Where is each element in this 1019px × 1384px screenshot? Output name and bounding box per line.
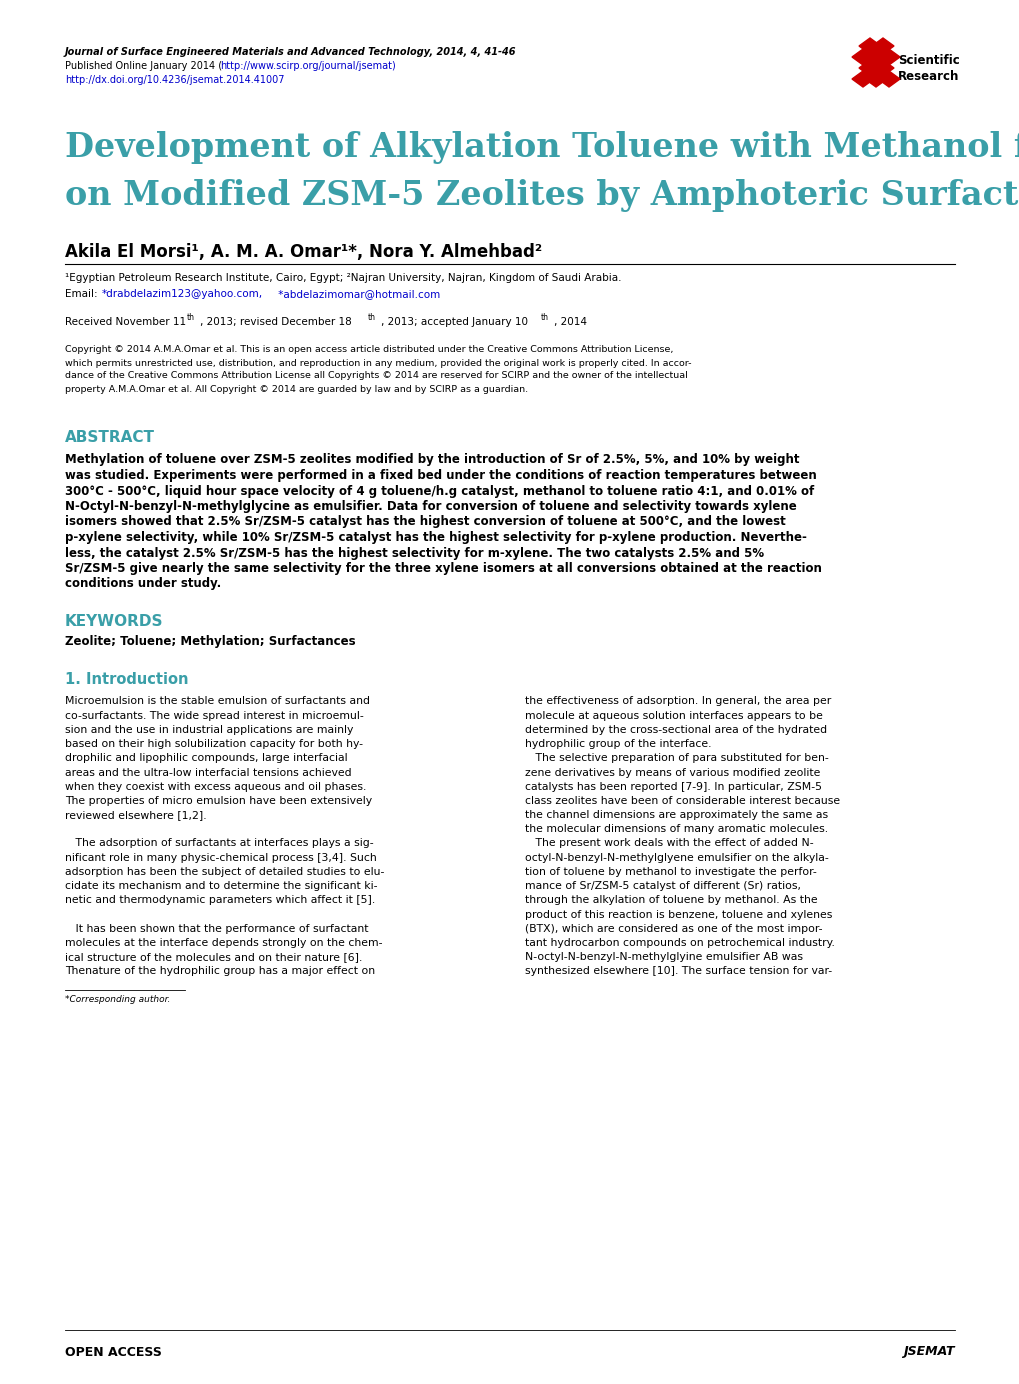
Text: N-octyl-N-benzyl-N-methylglyine emulsifier AB was: N-octyl-N-benzyl-N-methylglyine emulsifi… bbox=[525, 952, 802, 962]
Text: was studied. Experiments were performed in a fixed bed under the conditions of r: was studied. Experiments were performed … bbox=[65, 469, 816, 482]
Text: ¹Egyptian Petroleum Research Institute, Cairo, Egypt; ²Najran University, Najran: ¹Egyptian Petroleum Research Institute, … bbox=[65, 273, 621, 282]
Polygon shape bbox=[858, 60, 880, 76]
Text: the molecular dimensions of many aromatic molecules.: the molecular dimensions of many aromati… bbox=[525, 825, 827, 835]
Text: Akila El Morsi¹, A. M. A. Omar¹*, Nora Y. Almehbad²: Akila El Morsi¹, A. M. A. Omar¹*, Nora Y… bbox=[65, 244, 541, 262]
Text: the effectiveness of adsorption. In general, the area per: the effectiveness of adsorption. In gene… bbox=[525, 696, 830, 706]
Text: hydrophilic group of the interface.: hydrophilic group of the interface. bbox=[525, 739, 711, 749]
Text: *drabdelazim123@yahoo.com,: *drabdelazim123@yahoo.com, bbox=[102, 289, 263, 299]
Text: th: th bbox=[540, 314, 548, 322]
Text: , 2014: , 2014 bbox=[553, 317, 586, 327]
Text: zene derivatives by means of various modified zeolite: zene derivatives by means of various mod… bbox=[525, 768, 819, 778]
Text: (BTX), which are considered as one of the most impor-: (BTX), which are considered as one of th… bbox=[525, 923, 821, 934]
Text: 1. Introduction: 1. Introduction bbox=[65, 673, 189, 686]
Text: OPEN ACCESS: OPEN ACCESS bbox=[65, 1345, 162, 1359]
Text: http://dx.doi.org/10.4236/jsemat.2014.41007: http://dx.doi.org/10.4236/jsemat.2014.41… bbox=[65, 75, 284, 84]
Text: dance of the Creative Commons Attribution License all Copyrights © 2014 are rese: dance of the Creative Commons Attributio… bbox=[65, 371, 687, 381]
Text: Zeolite; Toluene; Methylation; Surfactances: Zeolite; Toluene; Methylation; Surfactan… bbox=[65, 635, 356, 648]
Text: through the alkylation of toluene by methanol. As the: through the alkylation of toluene by met… bbox=[525, 895, 817, 905]
Text: property A.M.A.Omar et al. All Copyright © 2014 are guarded by law and by SCIRP : property A.M.A.Omar et al. All Copyright… bbox=[65, 385, 528, 393]
Polygon shape bbox=[877, 71, 899, 87]
Text: JSEMAT: JSEMAT bbox=[903, 1345, 954, 1359]
Text: Research: Research bbox=[897, 69, 959, 83]
Polygon shape bbox=[858, 37, 880, 54]
Text: adsorption has been the subject of detailed studies to elu-: adsorption has been the subject of detai… bbox=[65, 866, 384, 877]
Text: co-surfactants. The wide spread interest in microemul-: co-surfactants. The wide spread interest… bbox=[65, 711, 364, 721]
Text: areas and the ultra-low interfacial tensions achieved: areas and the ultra-low interfacial tens… bbox=[65, 768, 352, 778]
Text: http://www.scirp.org/journal/jsemat): http://www.scirp.org/journal/jsemat) bbox=[220, 61, 395, 71]
Text: Development of Alkylation Toluene with Methanol for Fuel: Development of Alkylation Toluene with M… bbox=[65, 131, 1019, 165]
Text: Copyright © 2014 A.M.A.Omar et al. This is an open access article distributed un: Copyright © 2014 A.M.A.Omar et al. This … bbox=[65, 346, 673, 354]
Text: catalysts has been reported [7-9]. In particular, ZSM-5: catalysts has been reported [7-9]. In pa… bbox=[525, 782, 821, 792]
Text: synthesized elsewhere [10]. The surface tension for var-: synthesized elsewhere [10]. The surface … bbox=[525, 966, 832, 976]
Text: th: th bbox=[186, 314, 195, 322]
Text: ABSTRACT: ABSTRACT bbox=[65, 430, 155, 446]
Text: mance of Sr/ZSM-5 catalyst of different (Sr) ratios,: mance of Sr/ZSM-5 catalyst of different … bbox=[525, 882, 800, 891]
Text: tion of toluene by methanol to investigate the perfor-: tion of toluene by methanol to investiga… bbox=[525, 866, 816, 877]
Text: Received November 11: Received November 11 bbox=[65, 317, 185, 327]
Polygon shape bbox=[871, 37, 893, 54]
Text: reviewed elsewhere [1,2].: reviewed elsewhere [1,2]. bbox=[65, 810, 207, 821]
Text: product of this reaction is benzene, toluene and xylenes: product of this reaction is benzene, tol… bbox=[525, 909, 832, 919]
Text: p-xylene selectivity, while 10% Sr/ZSM-5 catalyst has the highest selectivity fo: p-xylene selectivity, while 10% Sr/ZSM-5… bbox=[65, 531, 806, 544]
Text: th: th bbox=[368, 314, 376, 322]
Text: Microemulsion is the stable emulsion of surfactants and: Microemulsion is the stable emulsion of … bbox=[65, 696, 370, 706]
Text: tant hydrocarbon compounds on petrochemical industry.: tant hydrocarbon compounds on petrochemi… bbox=[525, 938, 835, 948]
Text: The present work deals with the effect of added N-: The present work deals with the effect o… bbox=[525, 839, 813, 848]
Text: ical structure of the molecules and on their nature [6].: ical structure of the molecules and on t… bbox=[65, 952, 362, 962]
Text: isomers showed that 2.5% Sr/ZSM-5 catalyst has the highest conversion of toluene: isomers showed that 2.5% Sr/ZSM-5 cataly… bbox=[65, 515, 785, 529]
Text: drophilic and lipophilic compounds, large interfacial: drophilic and lipophilic compounds, larg… bbox=[65, 753, 347, 764]
Text: molecules at the interface depends strongly on the chem-: molecules at the interface depends stron… bbox=[65, 938, 382, 948]
Text: Methylation of toluene over ZSM-5 zeolites modified by the introduction of Sr of: Methylation of toluene over ZSM-5 zeolit… bbox=[65, 454, 799, 466]
Text: which permits unrestricted use, distribution, and reproduction in any medium, pr: which permits unrestricted use, distribu… bbox=[65, 358, 691, 368]
Text: Published Online January 2014 (: Published Online January 2014 ( bbox=[65, 61, 222, 71]
Text: the channel dimensions are approximately the same as: the channel dimensions are approximately… bbox=[525, 810, 827, 821]
Text: nificant role in many physic-chemical process [3,4]. Such: nificant role in many physic-chemical pr… bbox=[65, 853, 376, 862]
Text: It has been shown that the performance of surfactant: It has been shown that the performance o… bbox=[65, 923, 368, 934]
Text: , 2013; revised December 18: , 2013; revised December 18 bbox=[200, 317, 352, 327]
Text: Email:: Email: bbox=[65, 289, 101, 299]
Text: on Modified ZSM-5 Zeolites by Amphoteric Surfactant: on Modified ZSM-5 Zeolites by Amphoteric… bbox=[65, 180, 1019, 213]
Text: when they coexist with excess aqueous and oil phases.: when they coexist with excess aqueous an… bbox=[65, 782, 366, 792]
Polygon shape bbox=[864, 71, 887, 87]
Text: Thenature of the hydrophilic group has a major effect on: Thenature of the hydrophilic group has a… bbox=[65, 966, 375, 976]
Polygon shape bbox=[877, 48, 899, 65]
Text: determined by the cross-sectional area of the hydrated: determined by the cross-sectional area o… bbox=[525, 725, 826, 735]
Text: less, the catalyst 2.5% Sr/ZSM-5 has the highest selectivity for m-xylene. The t: less, the catalyst 2.5% Sr/ZSM-5 has the… bbox=[65, 547, 763, 559]
Text: The properties of micro emulsion have been extensively: The properties of micro emulsion have be… bbox=[65, 796, 372, 805]
Text: class zeolites have been of considerable interest because: class zeolites have been of considerable… bbox=[525, 796, 840, 805]
Text: octyl-N-benzyl-N-methylglyene emulsifier on the alkyla-: octyl-N-benzyl-N-methylglyene emulsifier… bbox=[525, 853, 828, 862]
Text: *Corresponding author.: *Corresponding author. bbox=[65, 995, 170, 1003]
Text: The selective preparation of para substituted for ben-: The selective preparation of para substi… bbox=[525, 753, 828, 764]
Text: netic and thermodynamic parameters which affect it [5].: netic and thermodynamic parameters which… bbox=[65, 895, 375, 905]
Text: Journal of Surface Engineered Materials and Advanced Technology, 2014, 4, 41-46: Journal of Surface Engineered Materials … bbox=[65, 47, 516, 57]
Text: Sr/ZSM-5 give nearly the same selectivity for the three xylene isomers at all co: Sr/ZSM-5 give nearly the same selectivit… bbox=[65, 562, 821, 574]
Text: conditions under study.: conditions under study. bbox=[65, 577, 221, 591]
Text: N-Octyl-N-benzyl-N-methylglycine as emulsifier. Data for conversion of toluene a: N-Octyl-N-benzyl-N-methylglycine as emul… bbox=[65, 500, 796, 513]
Text: KEYWORDS: KEYWORDS bbox=[65, 614, 163, 628]
Text: Scientific: Scientific bbox=[897, 54, 959, 66]
Text: The adsorption of surfactants at interfaces plays a sig-: The adsorption of surfactants at interfa… bbox=[65, 839, 373, 848]
Text: , 2013; accepted January 10: , 2013; accepted January 10 bbox=[381, 317, 528, 327]
Text: 300°C - 500°C, liquid hour space velocity of 4 g toluene/h.g catalyst, methanol : 300°C - 500°C, liquid hour space velocit… bbox=[65, 484, 813, 497]
Text: based on their high solubilization capacity for both hy-: based on their high solubilization capac… bbox=[65, 739, 363, 749]
Text: *abdelazimomar@hotmail.com: *abdelazimomar@hotmail.com bbox=[275, 289, 440, 299]
Polygon shape bbox=[871, 60, 893, 76]
Polygon shape bbox=[864, 48, 887, 65]
Text: molecule at aqueous solution interfaces appears to be: molecule at aqueous solution interfaces … bbox=[525, 711, 822, 721]
Polygon shape bbox=[851, 48, 873, 65]
Text: cidate its mechanism and to determine the significant ki-: cidate its mechanism and to determine th… bbox=[65, 882, 377, 891]
Polygon shape bbox=[851, 71, 873, 87]
Text: sion and the use in industrial applications are mainly: sion and the use in industrial applicati… bbox=[65, 725, 353, 735]
